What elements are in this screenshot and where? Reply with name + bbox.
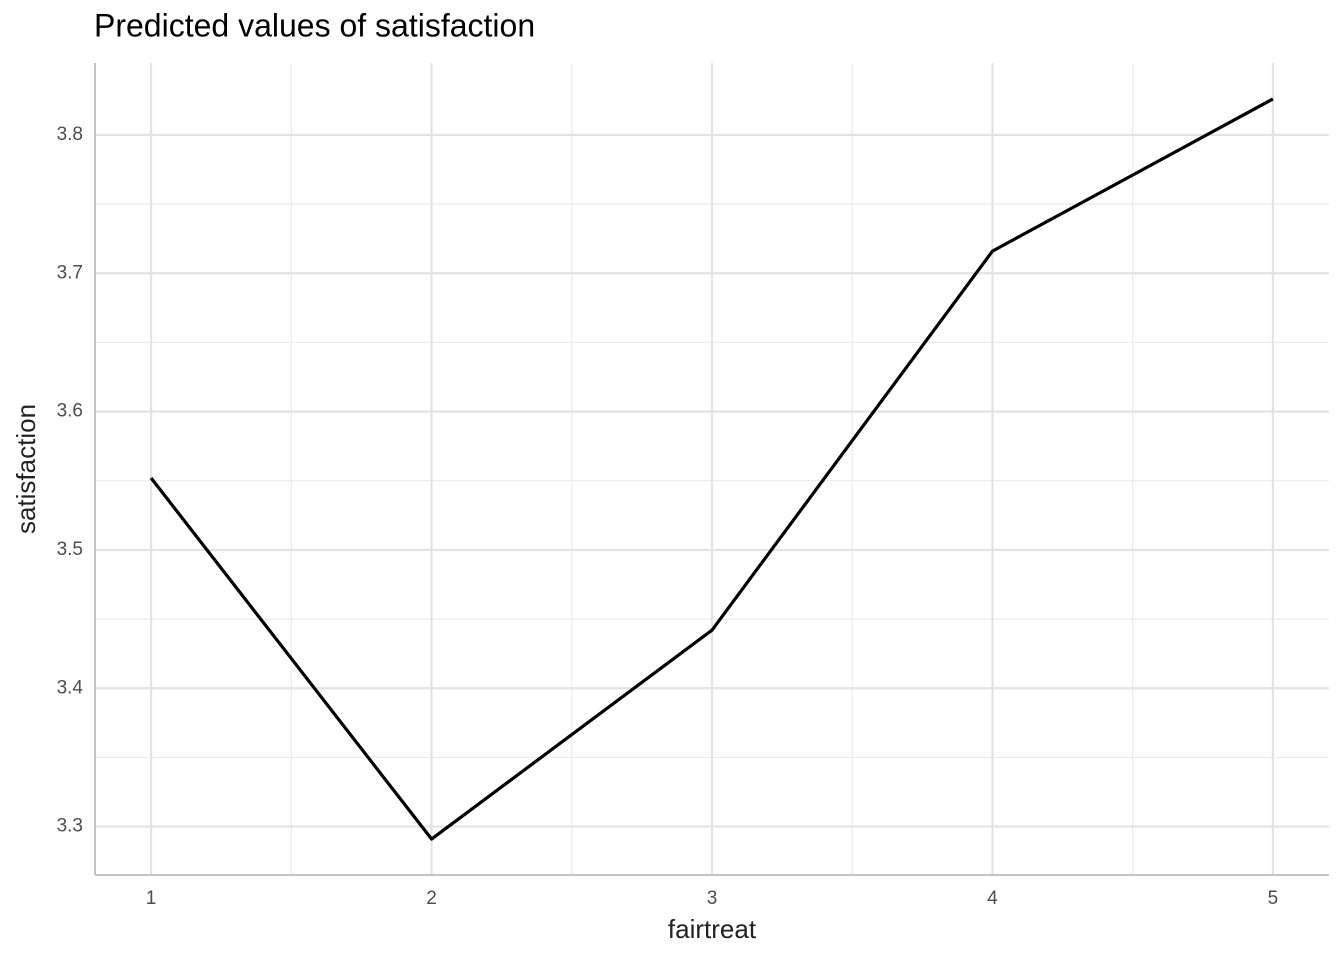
y-tick-label: 3.7 [57,262,83,283]
x-tick-label: 4 [987,888,998,909]
chart-title: Predicted values of satisfaction [94,7,535,43]
x-tick-label: 5 [1268,888,1279,909]
y-tick-label: 3.5 [57,539,83,560]
x-tick-label: 3 [707,888,718,909]
y-tick-label: 3.3 [57,816,83,837]
y-tick-label: 3.4 [57,677,84,698]
x-axis-title: fairtreat [668,914,757,944]
y-tick-label: 3.8 [57,124,83,145]
y-tick-label: 3.6 [57,401,83,422]
y-axis-title: satisfaction [11,404,41,534]
x-tick-label: 2 [426,888,437,909]
x-tick-label: 1 [146,888,157,909]
line [149,97,1274,841]
